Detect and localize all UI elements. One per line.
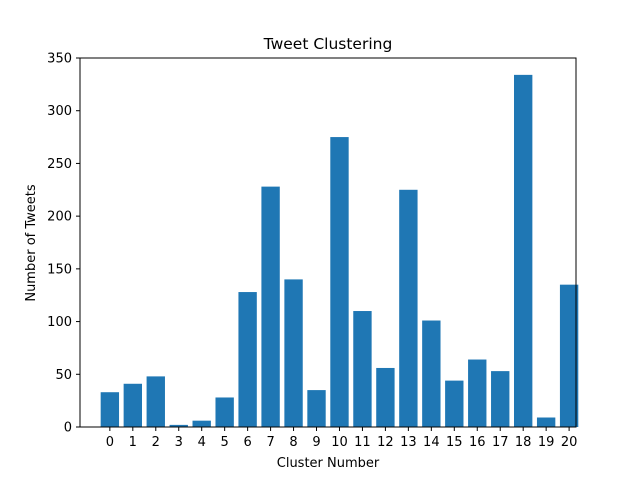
y-tick-label: 100	[47, 315, 72, 330]
bar-cluster-4	[192, 420, 211, 427]
y-axis: 0 50 100 150 200 250 300 350	[47, 52, 80, 436]
y-tick-label: 200	[47, 210, 72, 225]
y-tick-label: 250	[47, 157, 72, 172]
bar-cluster-5	[215, 397, 234, 427]
bar-cluster-17	[491, 371, 510, 427]
bar-cluster-18	[514, 74, 533, 428]
x-axis-title: Cluster Number	[277, 456, 380, 471]
x-tick-label: 16	[469, 435, 486, 450]
y-tick-label: 350	[47, 52, 72, 67]
bar-cluster-1	[123, 383, 142, 427]
bar-cluster-19	[536, 417, 556, 427]
x-axis: 0 1 2 3 4 5 6 7 8 9 10 11 12 13 14 15 16 17 18 19 20	[106, 427, 578, 450]
bar-cluster-10	[330, 137, 349, 427]
x-tick-label: 20	[561, 435, 578, 450]
x-tick-label: 2	[152, 435, 160, 450]
x-tick-label: 12	[377, 435, 394, 450]
bar-cluster-16	[468, 359, 487, 427]
x-tick-label: 3	[175, 435, 183, 450]
bar-cluster-8	[284, 279, 303, 427]
x-tick-label: 9	[312, 435, 320, 450]
x-tick-label: 15	[446, 435, 463, 450]
bar-cluster-2	[146, 376, 165, 427]
x-tick-label: 11	[354, 435, 371, 450]
x-tick-label: 10	[331, 435, 348, 450]
y-tick-label: 150	[47, 262, 72, 277]
bar-cluster-12	[376, 367, 395, 427]
bar-cluster-13	[399, 189, 418, 427]
bar-cluster-7	[261, 186, 280, 427]
x-tick-label: 0	[106, 435, 114, 450]
x-tick-label: 7	[266, 435, 274, 450]
bar-cluster-14	[422, 320, 441, 427]
x-tick-label: 8	[289, 435, 297, 450]
y-tick-label: 50	[55, 368, 72, 383]
x-tick-label: 19	[538, 435, 555, 450]
x-tick-label: 5	[221, 435, 229, 450]
chart-title: Tweet Clustering	[263, 35, 393, 53]
x-tick-label: 14	[423, 435, 440, 450]
x-tick-label: 6	[243, 435, 251, 450]
bar-cluster-20	[559, 284, 579, 427]
bar-cluster-6	[238, 292, 257, 427]
y-tick-label: 300	[47, 104, 72, 119]
bar-cluster-15	[445, 380, 464, 427]
bar-cluster-3	[169, 424, 188, 427]
bar-cluster-11	[353, 311, 372, 427]
x-tick-label: 1	[129, 435, 137, 450]
x-tick-label: 4	[198, 435, 206, 450]
bars-layer	[100, 74, 579, 428]
x-tick-label: 13	[400, 435, 417, 450]
x-tick-label: 18	[515, 435, 532, 450]
plot-frame	[79, 57, 577, 428]
bar-cluster-0	[100, 392, 120, 427]
y-tick-label: 0	[64, 421, 72, 436]
x-tick-label: 17	[492, 435, 509, 450]
bar-cluster-9	[307, 390, 326, 427]
y-axis-title: Number of Tweets	[24, 184, 39, 302]
